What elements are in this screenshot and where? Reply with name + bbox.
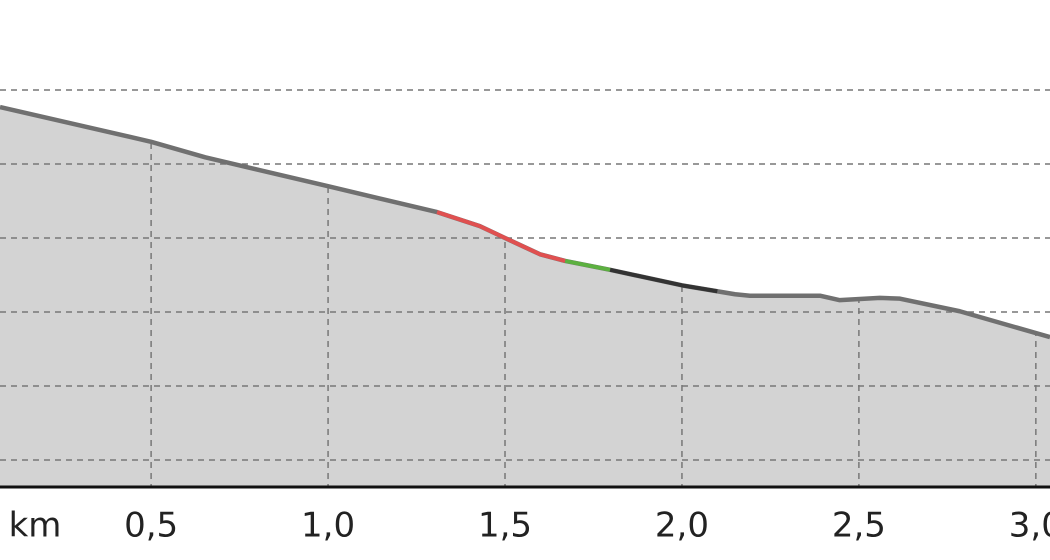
elevation-line <box>436 210 566 263</box>
x-axis-label: km <box>9 506 62 546</box>
x-tick-label: 3,0 <box>1009 506 1050 546</box>
x-tick-label: 1,0 <box>301 506 355 546</box>
x-tick-label: 2,5 <box>832 506 886 546</box>
x-tick-label: 2,0 <box>655 506 709 546</box>
x-tick-label: 1,5 <box>478 506 532 546</box>
area <box>0 107 1050 488</box>
elevation-line <box>564 258 611 272</box>
elevation-line <box>609 267 718 294</box>
x-tick-label: 0,5 <box>124 506 178 546</box>
